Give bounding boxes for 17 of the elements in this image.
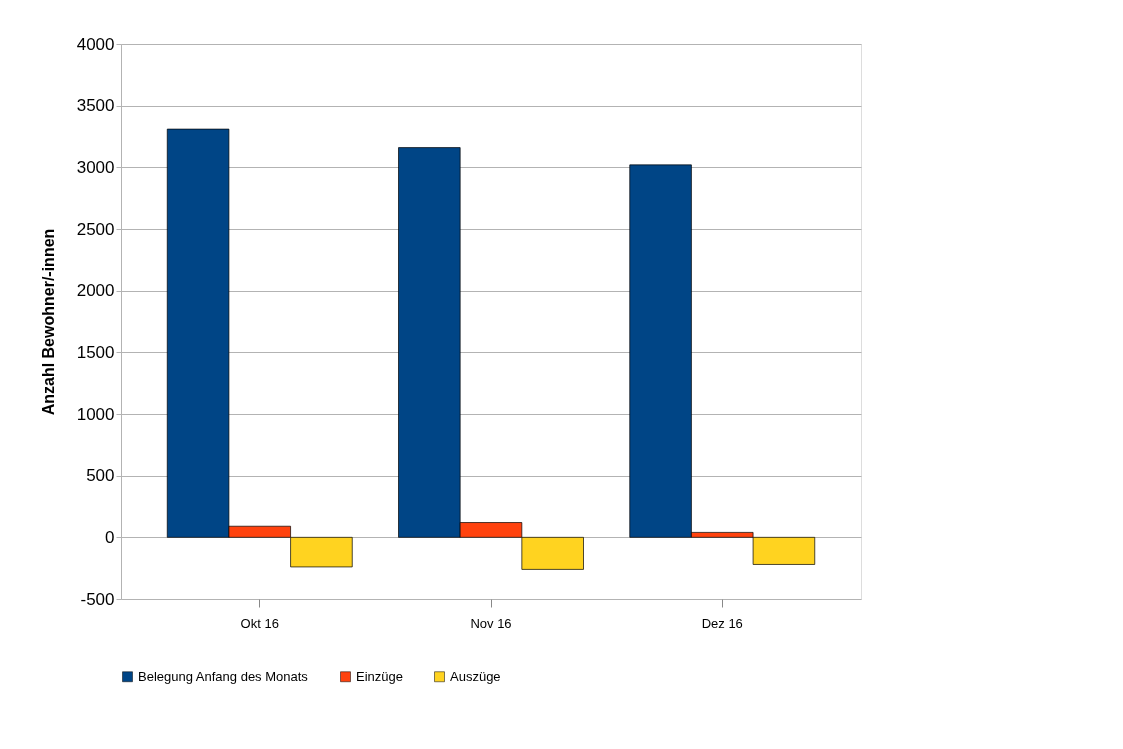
- x-tick-label: Dez 16: [701, 615, 743, 631]
- y-tick-label: 1000: [76, 404, 115, 424]
- y-tick-label: -500: [80, 589, 115, 609]
- y-axis-title: Anzahl Bewohner/-innen: [39, 228, 57, 416]
- y-tick-label: 1500: [76, 342, 115, 362]
- x-tick-label: Nov 16: [470, 615, 512, 631]
- x-tick-label: Okt 16: [240, 615, 279, 631]
- y-tick-label: 3000: [76, 157, 115, 177]
- y-tick-label: 0: [105, 527, 115, 547]
- y-tick-label: 4000: [76, 34, 115, 54]
- y-tick-label: 2000: [76, 281, 115, 301]
- legend-label: Einzüge: [356, 668, 403, 684]
- legend-label: Belegung Anfang des Monats: [138, 668, 309, 684]
- y-tick-label: 500: [86, 466, 115, 486]
- y-tick-label: 3500: [76, 96, 115, 116]
- y-tick-label: 2500: [76, 219, 115, 239]
- legend-label: Auszüge: [450, 668, 501, 684]
